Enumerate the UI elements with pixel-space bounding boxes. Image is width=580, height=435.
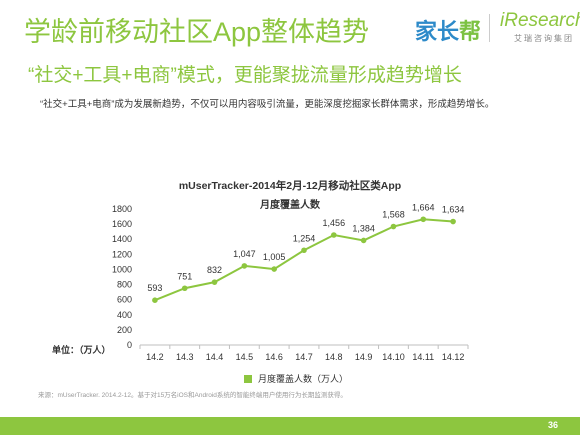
series-line <box>154 218 454 302</box>
data-point <box>241 263 248 269</box>
data-point <box>360 237 367 244</box>
y-tick-label: 1600 <box>112 219 132 229</box>
data-label: 1,664 <box>412 202 435 212</box>
y-tick-label: 1200 <box>112 249 132 259</box>
footer-bar <box>0 417 580 435</box>
x-tick-label: 14.7 <box>295 352 313 362</box>
description-text: “社交+工具+电商”成为发展新趋势，不仅可以用内容吸引流量，更能深度挖掘家长群体… <box>40 99 495 110</box>
chart-subtitle: 月度覆盖人数 <box>260 200 320 211</box>
legend-label: 月度覆盖人数（万人） <box>258 374 349 384</box>
x-tick-label: 14.10 <box>382 352 405 362</box>
source-note: 来源：mUserTracker. 2014.2-12。基于对15万名iOS和An… <box>38 392 347 399</box>
x-tick-label: 14.9 <box>355 352 373 362</box>
y-tick-label: 1800 <box>112 204 132 214</box>
y-tick-label: 0 <box>127 340 132 350</box>
unit-label: 单位：（万人） <box>52 345 111 355</box>
data-point <box>152 297 158 303</box>
data-point <box>271 266 277 272</box>
legend-swatch <box>244 375 252 383</box>
y-tick-label: 600 <box>117 295 132 305</box>
y-tick-label: 1400 <box>112 234 132 244</box>
page-title: 学龄前移动社区App整体趋势 <box>24 17 370 47</box>
iresearch-logo-subtitle: 艾瑞咨询集团 <box>514 34 574 43</box>
data-label: 1,384 <box>352 223 375 233</box>
data-point <box>420 216 427 223</box>
data-label: 1,456 <box>323 218 346 228</box>
data-label: 1,254 <box>293 233 316 243</box>
logo-cn-part1: 家长 <box>415 19 460 44</box>
data-label: 1,047 <box>233 249 256 259</box>
page-number: 36 <box>547 420 558 430</box>
chart-legend: 月度覆盖人数（万人） <box>244 372 348 385</box>
x-tick-label: 14.11 <box>412 352 434 362</box>
y-tick-label: 800 <box>117 280 132 290</box>
data-point <box>301 247 307 254</box>
chart-title: mUserTracker-2014年2月-12月移动社区类App <box>178 180 402 192</box>
x-tick-label: 14.6 <box>265 352 283 362</box>
x-tick-label: 14.8 <box>325 352 343 362</box>
x-tick-label: 14.12 <box>442 352 465 362</box>
y-tick-label: 1000 <box>112 264 132 274</box>
y-tick-label: 400 <box>117 310 132 320</box>
data-label: 1,568 <box>382 210 405 220</box>
data-label: 593 <box>147 283 162 293</box>
data-point <box>211 279 218 285</box>
jiazhangbang-logo: 家长帮 <box>415 14 481 46</box>
data-label: 832 <box>207 265 222 275</box>
data-point <box>390 223 397 230</box>
data-label: 751 <box>177 271 192 281</box>
y-tick-label: 200 <box>117 325 132 335</box>
page-subtitle: “社交+工具+电商”模式，更能聚拢流量形成趋势增长 <box>28 65 462 86</box>
x-tick-label: 14.5 <box>236 352 254 362</box>
x-tick-label: 14.4 <box>206 352 224 362</box>
logo-cn-part2: 帮 <box>459 19 482 44</box>
data-point <box>331 232 337 238</box>
x-tick-label: 14.3 <box>176 352 194 362</box>
logo-divider <box>489 14 490 42</box>
data-point <box>181 285 188 292</box>
iresearch-logo: iResearch <box>500 10 580 31</box>
data-label: 1,005 <box>263 252 286 262</box>
x-tick-label: 14.2 <box>146 352 164 362</box>
data-label: 1,634 <box>442 205 465 215</box>
data-point <box>450 218 456 225</box>
